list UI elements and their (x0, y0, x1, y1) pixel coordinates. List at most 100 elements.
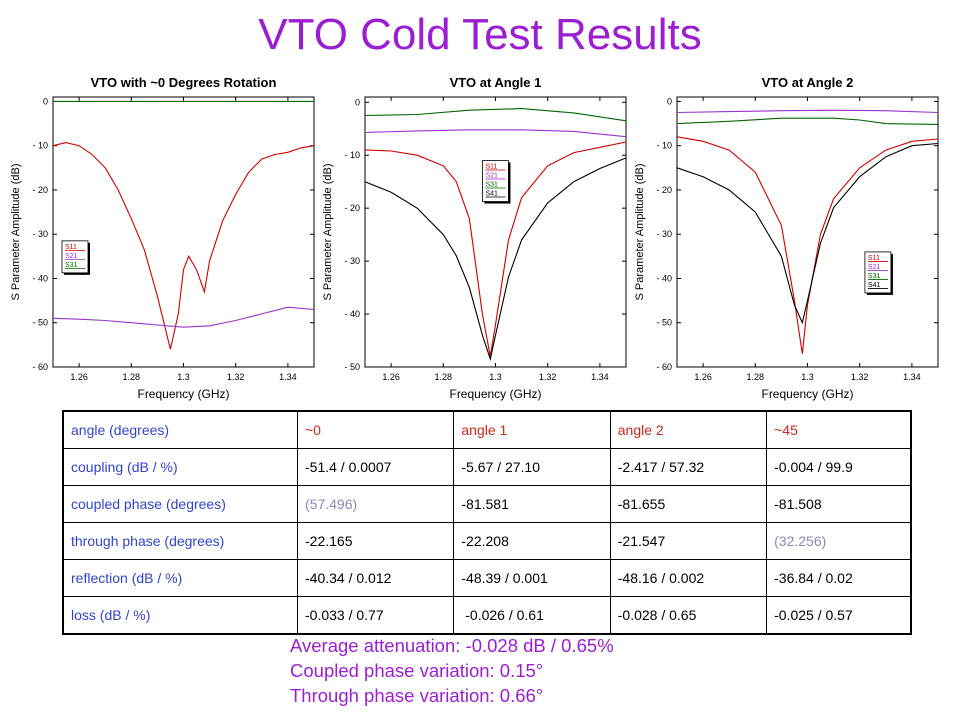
legend-box (482, 160, 509, 202)
series-line-s21 (676, 109, 939, 114)
y-axis-label: S Parameter Amplitude (dB) (634, 164, 646, 301)
series-line-s41 (676, 142, 939, 325)
series-line-s11 (364, 141, 627, 357)
table-header-cell: angle 1 (453, 410, 611, 449)
table-row: coupling (dB / %) -51.4 / 0.0007 -5.67 /… (62, 448, 912, 486)
legend-label: S21 (868, 264, 881, 271)
y-tick-label: - 30 (32, 229, 48, 239)
table-cell: -22.165 (296, 522, 455, 560)
summary-through-phase: Through phase variation: 0.66° (290, 685, 544, 706)
table-row-label: angle (degrees) (62, 410, 298, 449)
x-tick-label: 1.28 (123, 372, 141, 382)
legend-label: S11 (868, 255, 880, 262)
summary-attenuation: Average attenuation: -0.028 dB / 0.65% (290, 635, 614, 656)
series-line-s11 (52, 142, 315, 350)
table-row: loss (dB / %) -0.033 / 0.77 -0.026 / 0.6… (62, 596, 912, 635)
table-row: coupled phase (degrees) (57.496) -81.581… (62, 485, 912, 523)
table-cell: (57.496) (296, 485, 455, 523)
table-cell: -5.67 / 27.10 (453, 448, 611, 486)
table-row-label: coupled phase (degrees) (62, 485, 298, 523)
series-line-s31 (364, 108, 627, 122)
y-tick-label: - 40 (32, 273, 48, 283)
legend-label: S21 (65, 253, 78, 260)
series-line-s41 (364, 157, 627, 362)
table-cell: -36.84 / 0.02 (766, 559, 912, 597)
y-tick-label: 0 (355, 97, 360, 107)
y-tick-label: - 10 (656, 141, 672, 151)
table-cell: -0.026 / 0.61 (453, 596, 611, 635)
series-line-s21 (364, 129, 627, 138)
table-cell: -2.417 / 57.32 (609, 448, 768, 486)
chart-svg: VTO at Angle 1 1.26 1.28 1.3 1.32 1.34 0 - 10 - … (322, 75, 627, 401)
legend-box (864, 251, 892, 294)
table-row: reflection (dB / %) -40.34 / 0.012 -48.3… (62, 559, 912, 597)
table-cell: -81.508 (766, 485, 912, 523)
table-row-label: reflection (dB / %) (62, 559, 298, 597)
table-cell: -81.655 (609, 485, 768, 523)
chart-vto-0-degrees: VTO with ~0 Degrees Rotation 1.26 1.28 1.3 1… (8, 70, 320, 410)
table-row-label: coupling (dB / %) (62, 448, 298, 486)
x-tick-label: 1.3 (177, 372, 190, 382)
y-axis-label: S Parameter Amplitude (dB) (322, 164, 334, 301)
series-line-s21 (52, 306, 315, 328)
table-cell: -22.208 (453, 522, 611, 560)
chart-title: VTO with ~0 Degrees Rotation (91, 75, 277, 90)
x-tick-label: 1.3 (489, 372, 502, 382)
table-row: through phase (degrees) -22.165 -22.208 … (62, 522, 912, 560)
chart-svg: VTO with ~0 Degrees Rotation 1.26 1.28 1.3 1… (10, 75, 315, 401)
table-cell: -48.39 / 0.001 (453, 559, 611, 597)
x-tick-label: 1.32 (851, 372, 869, 382)
legend-label: S41 (868, 282, 881, 289)
summary-coupled-phase: Coupled phase variation: 0.15° (290, 660, 544, 681)
y-tick-label: - 20 (656, 185, 672, 195)
chart-title: VTO at Angle 1 (450, 75, 542, 90)
results-table: angle (degrees) ~0 angle 1 angle 2 ~45 c… (62, 410, 912, 635)
series-line-s11 (676, 136, 939, 354)
y-tick-label: - 50 (32, 318, 48, 328)
table-row: angle (degrees) ~0 angle 1 angle 2 ~45 (62, 410, 912, 449)
y-tick-label: - 10 (344, 150, 360, 160)
y-tick-label: - 40 (344, 309, 360, 319)
y-tick-label: - 20 (32, 185, 48, 195)
series-line-s31 (676, 117, 939, 125)
y-tick-label: 0 (667, 96, 672, 106)
x-tick-label: 1.34 (903, 372, 921, 382)
table-cell: -21.547 (609, 522, 768, 560)
y-tick-label: - 20 (344, 203, 360, 213)
plot-frame (676, 96, 939, 368)
x-tick-label: 1.3 (801, 372, 814, 382)
x-axis-label: Frequency (GHz) (449, 387, 541, 401)
table-cell: (32.256) (766, 522, 912, 560)
summary-block: Average attenuation: -0.028 dB / 0.65% C… (290, 633, 614, 708)
y-tick-label: 0 (43, 96, 48, 106)
x-tick-label: 1.32 (539, 372, 557, 382)
x-tick-label: 1.26 (70, 372, 88, 382)
legend-label: S41 (485, 191, 498, 198)
y-tick-label: - 60 (32, 362, 48, 372)
table-cell: -81.581 (453, 485, 611, 523)
x-tick-label: 1.28 (435, 372, 453, 382)
chart-vto-angle-1: VTO at Angle 1 1.26 1.28 1.3 1.32 1.34 0 - 10 - … (320, 70, 632, 410)
chart-vto-angle-2: VTO at Angle 2 1.26 1.28 1.3 1.32 1.34 0 - 10 - … (632, 70, 944, 410)
x-axis-label: Frequency (GHz) (761, 387, 853, 401)
x-tick-label: 1.34 (279, 372, 297, 382)
x-tick-label: 1.26 (694, 372, 712, 382)
y-tick-label: - 50 (344, 362, 360, 372)
table-header-cell: ~45 (766, 410, 912, 449)
table-header-cell: ~0 (296, 410, 455, 449)
legend-box (61, 240, 89, 274)
page-title: VTO Cold Test Results (258, 10, 702, 59)
legend-label: S11 (485, 164, 497, 171)
legend-label: S21 (485, 173, 498, 180)
x-tick-label: 1.28 (747, 372, 765, 382)
chart-title: VTO at Angle 2 (762, 75, 854, 90)
table-cell: -0.028 / 0.65 (609, 596, 768, 635)
y-axis-label: S Parameter Amplitude (dB) (10, 164, 22, 301)
table-header-cell: angle 2 (609, 410, 768, 449)
y-tick-label: - 30 (656, 229, 672, 239)
y-tick-label: - 40 (656, 273, 672, 283)
table-cell: -0.004 / 99.9 (766, 448, 912, 486)
y-tick-label: - 10 (32, 141, 48, 151)
x-tick-label: 1.26 (382, 372, 400, 382)
table-cell: -0.025 / 0.57 (766, 596, 912, 635)
